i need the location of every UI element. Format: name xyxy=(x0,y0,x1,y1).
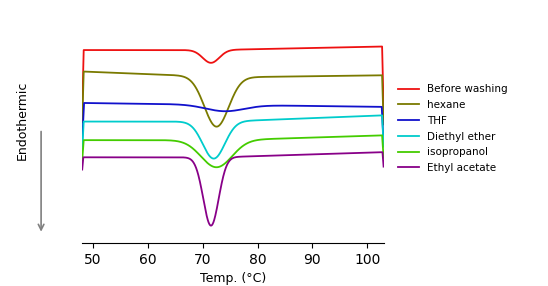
X-axis label: Temp. (°C): Temp. (°C) xyxy=(200,272,266,285)
Legend: Before washing, hexane, THF, Diethyl ether, isopropanol, Ethyl acetate: Before washing, hexane, THF, Diethyl eth… xyxy=(398,84,507,173)
Text: Endothermic: Endothermic xyxy=(15,80,28,160)
